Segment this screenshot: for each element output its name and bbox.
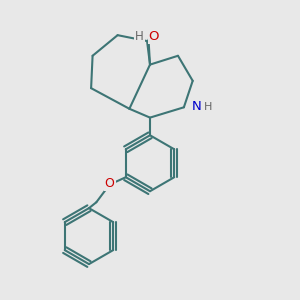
Text: H: H — [135, 30, 144, 43]
Text: H: H — [204, 102, 212, 112]
Text: O: O — [148, 30, 159, 43]
Text: O: O — [105, 177, 115, 190]
Text: N: N — [192, 100, 202, 113]
